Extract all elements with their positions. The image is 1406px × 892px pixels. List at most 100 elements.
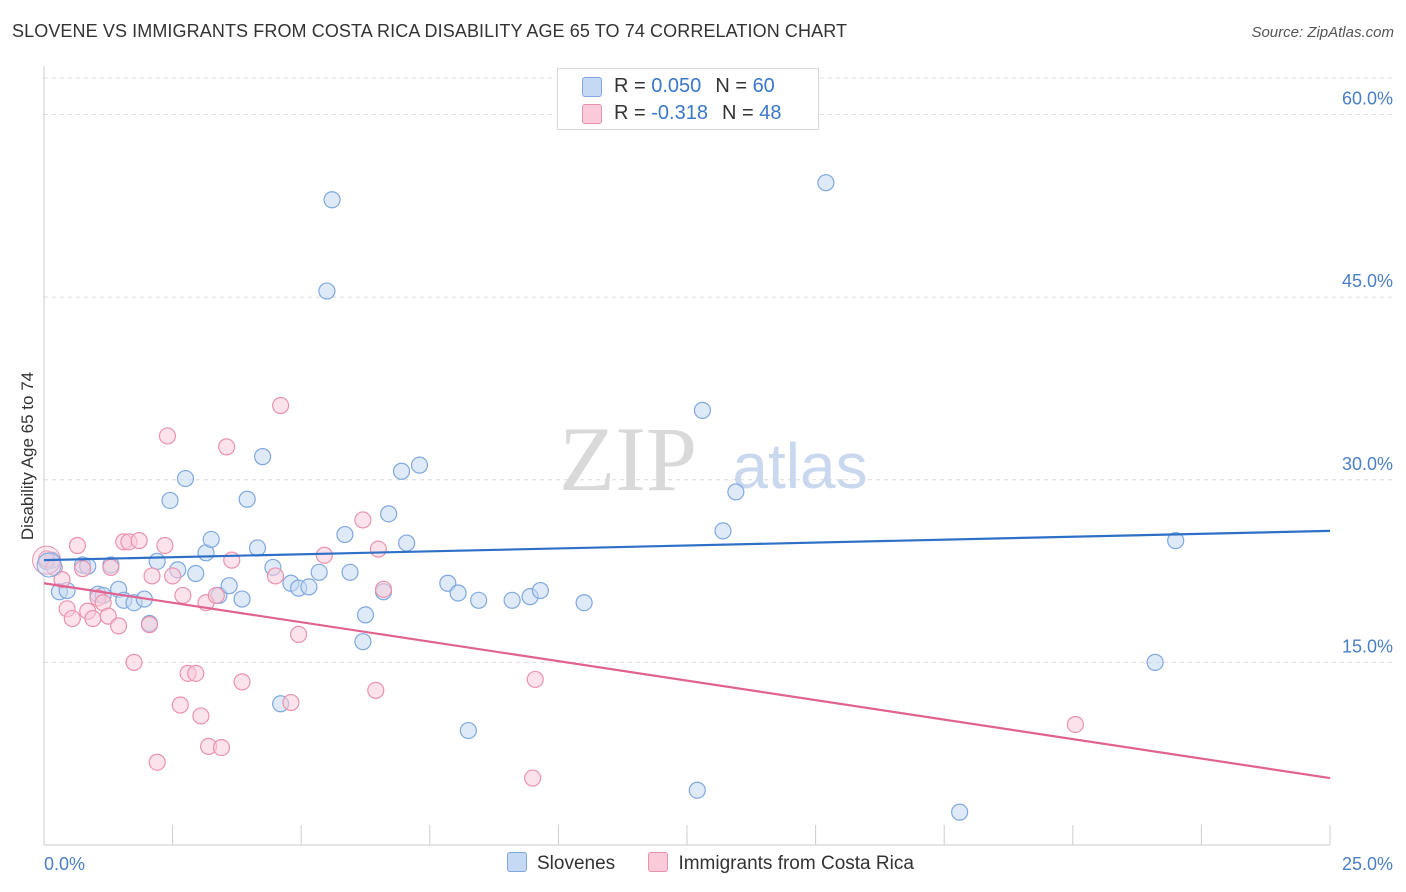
watermark-zip: ZIP	[559, 408, 697, 510]
costa-rica-point	[68, 536, 87, 555]
gridlines	[44, 77, 1392, 663]
slovene-point	[575, 594, 593, 612]
slovene-point	[202, 530, 220, 549]
legend-r-value: 0.050	[651, 75, 702, 97]
source-label: Source: ZipAtlas.com	[1251, 24, 1394, 41]
costa-rica-point	[130, 532, 148, 550]
slovene-point	[356, 606, 375, 624]
legend-swatch-blue	[582, 76, 602, 97]
costa-rica-point	[266, 567, 285, 585]
axes	[43, 66, 1331, 846]
slovene-point	[148, 552, 166, 570]
legend-label-slovenes: Slovenes	[537, 853, 616, 874]
slovene-point	[341, 563, 359, 581]
legend-r-label: R =	[614, 75, 646, 97]
series-legend: Slovenes Immigrants from Costa Rica	[507, 852, 942, 875]
slovene-point	[233, 590, 251, 608]
slovene-point	[336, 525, 354, 544]
slovene-point	[310, 563, 328, 581]
costa-rica-point	[187, 664, 205, 682]
costa-rica-point	[282, 693, 300, 712]
y-axis-title: Disability Age 65 to 74	[18, 372, 37, 540]
y-tick-label: 60.0%	[1342, 89, 1393, 109]
y-tick-label: 15.0%	[1342, 636, 1393, 656]
costa-rica-point	[84, 609, 102, 628]
costa-rica-trend-line	[43, 582, 1331, 780]
legend-n-label: N =	[721, 102, 754, 124]
costa-rica-point	[212, 739, 231, 757]
costa-rica-point	[143, 567, 161, 585]
costa-rica-point	[367, 681, 385, 699]
legend-item-slovenes[interactable]: Slovenes	[507, 852, 615, 875]
costa-rica-point	[1066, 715, 1084, 734]
data-points	[32, 174, 1185, 821]
costa-rica-point	[354, 511, 372, 529]
slovene-point	[714, 522, 732, 540]
y-tick-label: 30.0%	[1342, 454, 1393, 474]
costa-rica-point	[223, 551, 241, 569]
costa-rica-point	[102, 558, 120, 577]
costa-rica-point	[524, 769, 542, 787]
slovene-point	[817, 174, 835, 192]
slovene-point	[727, 483, 745, 501]
slovene-point	[300, 578, 318, 596]
slovene-point	[323, 191, 341, 209]
legend-n-value: 60	[752, 75, 775, 97]
slovene-point	[503, 591, 521, 609]
slovene-point	[693, 401, 712, 419]
slovene-point	[1146, 653, 1164, 671]
legend-label-costa-rica: Immigrants from Costa Rica	[678, 853, 914, 874]
costa-rica-point	[109, 617, 128, 635]
legend-swatch-pink	[582, 103, 602, 124]
slovene-point	[688, 781, 706, 799]
slovene-point	[220, 577, 238, 595]
costa-rica-point	[156, 536, 174, 555]
costa-rica-point	[315, 546, 333, 564]
y-tick-label: 45.0%	[1342, 271, 1393, 291]
slovene-point	[248, 539, 267, 557]
trend-lines	[43, 529, 1331, 780]
slovene-point	[1167, 532, 1185, 550]
slovene-point	[254, 448, 272, 466]
slovene-point	[392, 462, 411, 480]
legend-row-costa-rica: R = -0.318 N = 48	[582, 102, 781, 128]
slovene-point	[531, 581, 549, 600]
slovene-point	[410, 456, 429, 474]
legend-r-value: -0.318	[651, 102, 708, 124]
costa-rica-point	[192, 707, 210, 725]
slovene-point	[176, 469, 195, 488]
watermark: ZIP atlas	[559, 408, 868, 510]
costa-rica-point	[272, 396, 290, 415]
costa-rica-point	[526, 670, 544, 689]
costa-rica-point	[63, 609, 81, 628]
chart-title: SLOVENE VS IMMIGRANTS FROM COSTA RICA DI…	[12, 21, 848, 41]
costa-rica-point	[290, 625, 308, 643]
legend-swatch-blue	[507, 852, 527, 872]
slovene-point	[449, 584, 467, 602]
slovene-point	[380, 505, 398, 523]
costa-rica-point	[158, 427, 177, 445]
slovene-point	[187, 564, 205, 583]
slovene-point	[398, 534, 416, 552]
slovene-point	[354, 633, 372, 651]
costa-rica-point	[171, 696, 189, 714]
legend-r-label: R =	[614, 102, 646, 124]
slovene-point	[470, 591, 488, 609]
costa-rica-point	[140, 616, 159, 634]
costa-rica-point	[374, 580, 393, 598]
costa-rica-point	[233, 673, 251, 691]
costa-rica-point	[53, 570, 71, 589]
legend-item-costa-rica[interactable]: Immigrants from Costa Rica	[648, 852, 914, 875]
x-tick-label: 0.0%	[44, 854, 85, 874]
correlation-legend: R = 0.050 N = 60 R = -0.318 N = 48	[557, 68, 819, 130]
legend-swatch-pink	[648, 852, 669, 872]
x-tick-label: 25.0%	[1342, 854, 1393, 874]
legend-n-value: 48	[759, 102, 782, 124]
costa-rica-point	[218, 438, 236, 456]
costa-rica-point	[73, 560, 92, 578]
legend-row-slovenes: R = 0.050 N = 60	[582, 75, 775, 101]
costa-rica-point	[148, 753, 166, 771]
slovene-point	[318, 282, 336, 300]
costa-rica-point	[125, 653, 143, 671]
